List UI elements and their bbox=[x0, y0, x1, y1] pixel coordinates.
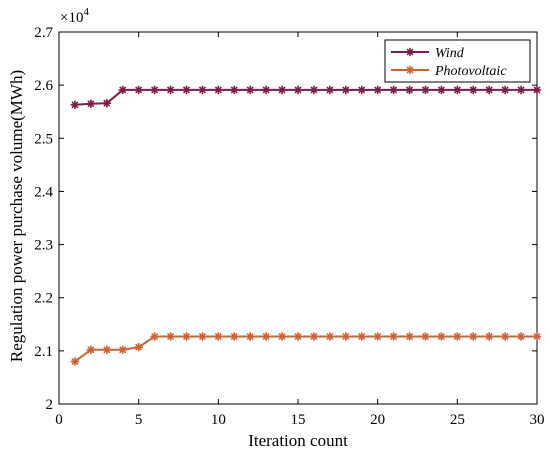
legend-label: Wind bbox=[435, 46, 465, 61]
data-point bbox=[485, 332, 494, 341]
data-point bbox=[118, 85, 127, 95]
data-point bbox=[166, 85, 175, 95]
data-point bbox=[325, 85, 335, 95]
data-point bbox=[309, 85, 319, 95]
legend-box bbox=[384, 39, 531, 83]
data-point bbox=[485, 85, 494, 95]
data-point bbox=[309, 332, 319, 341]
series-line bbox=[74, 88, 537, 106]
x-tick-label: 30 bbox=[530, 412, 545, 428]
data-point bbox=[182, 85, 191, 95]
data-point bbox=[389, 85, 398, 95]
data-point bbox=[86, 99, 96, 108]
data-point bbox=[453, 85, 462, 95]
data-point bbox=[373, 85, 382, 95]
data-point bbox=[166, 332, 175, 341]
data-point bbox=[150, 332, 159, 341]
legend-item-wind: Wind bbox=[391, 46, 465, 61]
data-point bbox=[118, 345, 127, 354]
data-point bbox=[261, 85, 271, 95]
y-tick-label: 2.6 bbox=[34, 78, 53, 94]
y-tick-label: 2.3 bbox=[34, 238, 53, 254]
series-wind bbox=[70, 85, 542, 110]
data-point bbox=[437, 332, 446, 341]
data-point bbox=[532, 85, 542, 95]
data-point bbox=[421, 332, 430, 341]
x-axis-label: Iteration count bbox=[248, 431, 348, 450]
y-multiplier-label: ×104 bbox=[60, 6, 89, 26]
data-point bbox=[198, 332, 207, 341]
series-line bbox=[74, 335, 537, 363]
data-point bbox=[230, 85, 239, 95]
data-point bbox=[150, 85, 159, 95]
data-point bbox=[182, 332, 191, 341]
data-point bbox=[357, 85, 366, 95]
data-point bbox=[405, 85, 414, 95]
data-point bbox=[102, 345, 111, 354]
data-point bbox=[134, 85, 143, 95]
x-tick-label: 0 bbox=[55, 412, 63, 428]
x-tick-label: 20 bbox=[370, 412, 385, 428]
y-tick-label: 2.1 bbox=[34, 344, 53, 360]
data-point bbox=[469, 85, 478, 95]
data-point bbox=[230, 332, 239, 341]
data-point bbox=[500, 85, 510, 95]
data-point bbox=[421, 85, 430, 95]
series-photovoltaic bbox=[70, 332, 542, 366]
y-tick-label: 2.4 bbox=[34, 184, 53, 200]
y-tick-label: 2.7 bbox=[34, 25, 53, 41]
data-point bbox=[341, 332, 350, 341]
data-point bbox=[277, 332, 287, 341]
data-point bbox=[86, 345, 96, 354]
data-point bbox=[453, 332, 462, 341]
data-point bbox=[516, 332, 526, 341]
data-point bbox=[70, 357, 80, 366]
y-axis-label: Regulation power purchase volume(MWh) bbox=[7, 70, 26, 362]
legend-marker bbox=[405, 47, 415, 57]
data-point bbox=[389, 332, 398, 341]
data-point bbox=[134, 342, 143, 352]
data-point bbox=[532, 332, 542, 341]
data-point bbox=[246, 332, 255, 341]
data-point bbox=[357, 332, 366, 341]
legend-label: Photovoltaic bbox=[434, 64, 507, 79]
x-tick-label: 15 bbox=[291, 412, 306, 428]
x-tick-label: 10 bbox=[211, 412, 226, 428]
data-point bbox=[516, 85, 526, 95]
data-point bbox=[246, 85, 255, 95]
data-point bbox=[500, 332, 510, 341]
data-point bbox=[469, 332, 478, 341]
data-point bbox=[214, 332, 223, 341]
x-tick-label: 25 bbox=[450, 412, 465, 428]
y-tick-label: 2.5 bbox=[34, 131, 53, 147]
data-point bbox=[437, 85, 446, 95]
data-point bbox=[214, 85, 223, 95]
data-point bbox=[373, 332, 382, 341]
data-point bbox=[341, 85, 350, 95]
y-tick-label: 2.2 bbox=[34, 291, 53, 307]
data-point bbox=[277, 85, 287, 95]
y-multiplier-exponent: 4 bbox=[83, 6, 89, 18]
data-point bbox=[293, 332, 303, 341]
data-point bbox=[261, 332, 271, 341]
legend: Wind Photovoltaic bbox=[384, 39, 531, 83]
data-point bbox=[70, 100, 80, 110]
legend-item-photovoltaic: Photovoltaic bbox=[391, 64, 507, 79]
data-point bbox=[405, 332, 414, 341]
data-point bbox=[198, 85, 207, 95]
legend-marker bbox=[405, 65, 415, 75]
data-point bbox=[293, 85, 303, 95]
x-tick-label: 5 bbox=[135, 412, 143, 428]
ticks-group: 0 5 10 15 20 25 30 2 2.1 2.2 2.3 2.4 2.5 2.6 2.7 bbox=[34, 25, 544, 428]
series-group bbox=[70, 85, 542, 366]
y-tick-label: 2 bbox=[46, 397, 54, 413]
data-point bbox=[102, 99, 111, 108]
data-point bbox=[325, 332, 335, 341]
